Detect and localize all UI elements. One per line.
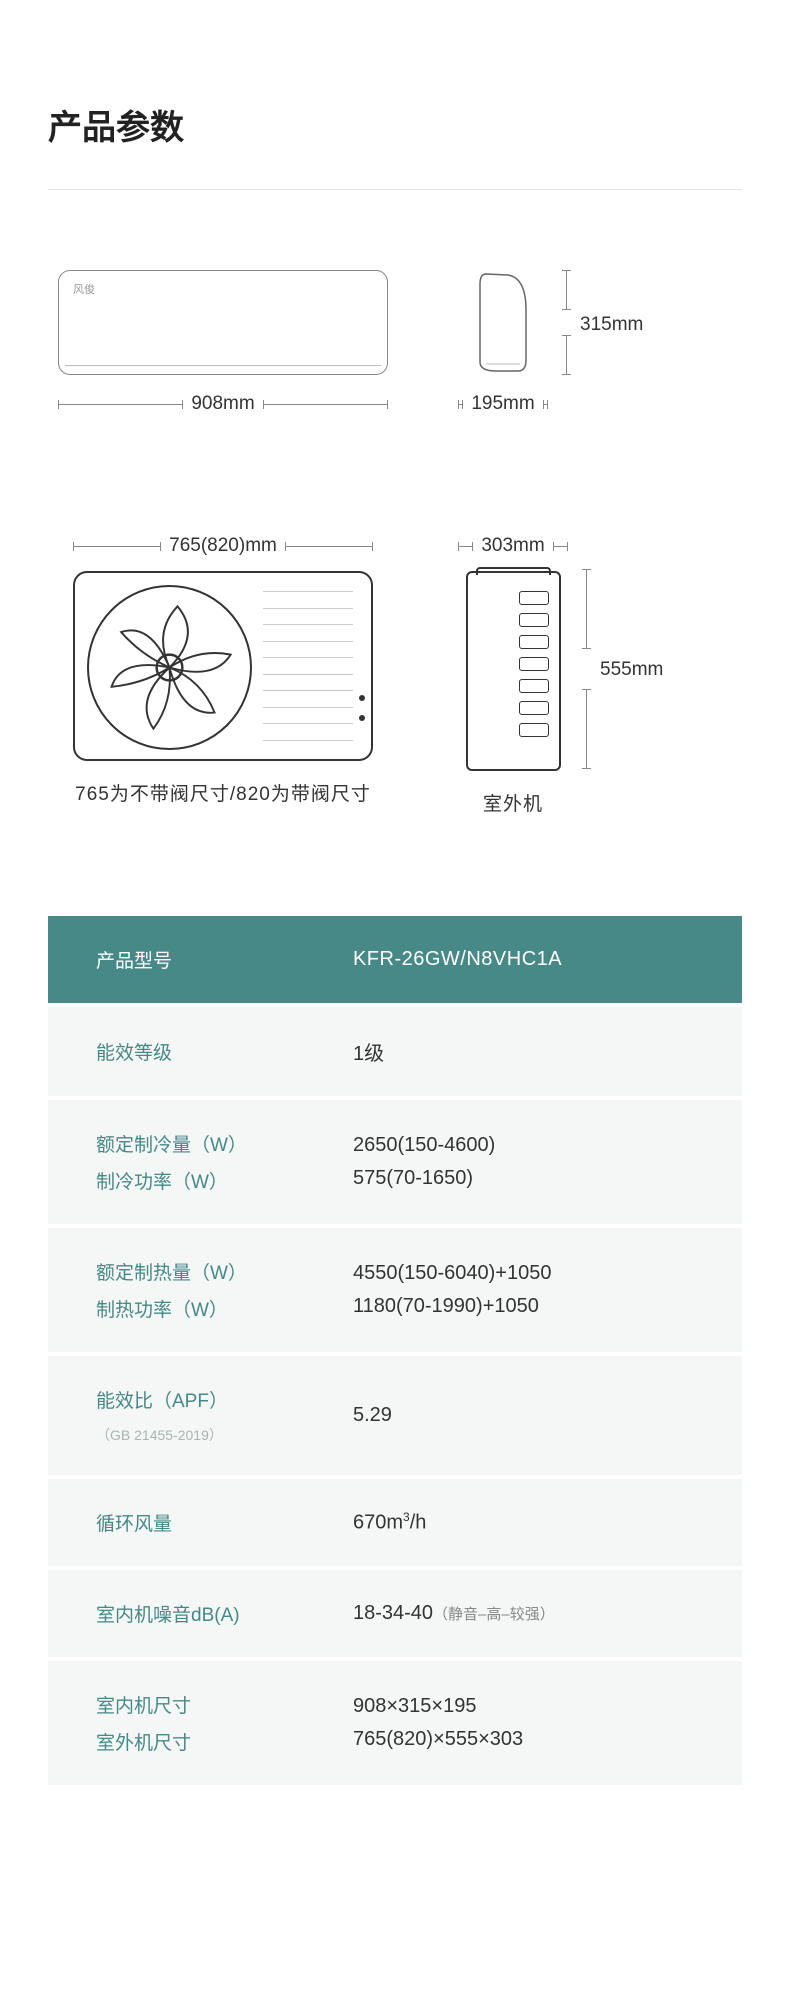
indoor-side-height: 315mm [580,314,643,336]
spec-value: 670m3/h [353,1510,694,1535]
spec-label: 额定制冷量（W） [96,1130,343,1157]
indoor-side-width: 195mm [471,393,534,415]
spec-label: 循环风量 [96,1509,343,1536]
outdoor-unit-front-diagram [73,571,373,761]
spec-row: 循环风量 670m3/h [48,1479,742,1566]
spec-table: 产品型号 KFR-26GW/N8VHC1A 能效等级 1级额定制冷量（W） 制冷功率（W… [48,916,742,1785]
spec-label: 能效比（APF） [96,1386,343,1413]
outdoor-front-width: 765(820)mm [169,535,277,557]
spec-value: 1180(70-1990)+1050 [353,1295,694,1318]
spec-value: 908×315×195 [353,1695,694,1718]
spec-value: 1级 [353,1037,694,1066]
spec-label: 制热功率（W） [96,1295,343,1322]
spec-label: 产品型号 [96,946,343,973]
spec-value: 5.29 [353,1404,694,1427]
indoor-unit-side-diagram [478,270,528,375]
outdoor-front-caption: 765为不带阀尺寸/820为带阀尺寸 [75,779,371,806]
outdoor-side-caption: 室外机 [483,789,543,816]
dimension-diagrams: 风俊 908mm [48,270,742,816]
spec-row: 室内机噪音dB(A) 18-34-40（静音–高–较强） [48,1570,742,1657]
indoor-unit-front-diagram: 风俊 [58,270,388,375]
spec-label: 能效等级 [96,1038,343,1065]
indoor-unit-brand: 风俊 [73,281,95,297]
spec-label: 室内机尺寸 [96,1691,343,1718]
indoor-front-width: 908mm [191,393,254,415]
spec-label: 室内机噪音dB(A) [96,1600,343,1627]
spec-value: 4550(150-6040)+1050 [353,1262,694,1285]
spec-row: 室内机尺寸室外机尺寸 908×315×195 765(820)×555×303 [48,1661,742,1785]
spec-value: 18-34-40（静音–高–较强） [353,1602,694,1625]
spec-label: 制冷功率（W） [96,1167,343,1194]
outdoor-side-width: 303mm [481,535,544,557]
spec-value: 575(70-1650) [353,1167,694,1190]
spec-value: 765(820)×555×303 [353,1728,694,1751]
spec-value: 2650(150-4600) [353,1134,694,1157]
spec-row: 能效比（APF） （GB 21455-2019） 5.29 [48,1356,742,1475]
spec-sublabel: （GB 21455-2019） [96,1425,343,1445]
spec-row: 能效等级 1级 [48,1007,742,1096]
page-title: 产品参数 [48,100,742,190]
spec-row: 额定制冷量（W） 制冷功率（W） 2650(150-4600) 575(70-1650… [48,1100,742,1224]
spec-label: 额定制热量（W） [96,1258,343,1285]
spec-value: KFR-26GW/N8VHC1A [353,948,694,971]
outdoor-side-height: 555mm [600,659,663,681]
spec-header-row: 产品型号 KFR-26GW/N8VHC1A [48,916,742,1003]
outdoor-unit-side-diagram [466,571,561,771]
spec-row: 额定制热量（W） 制热功率（W） 4550(150-6040)+1050 1180(7… [48,1228,742,1352]
spec-label: 室外机尺寸 [96,1728,343,1755]
